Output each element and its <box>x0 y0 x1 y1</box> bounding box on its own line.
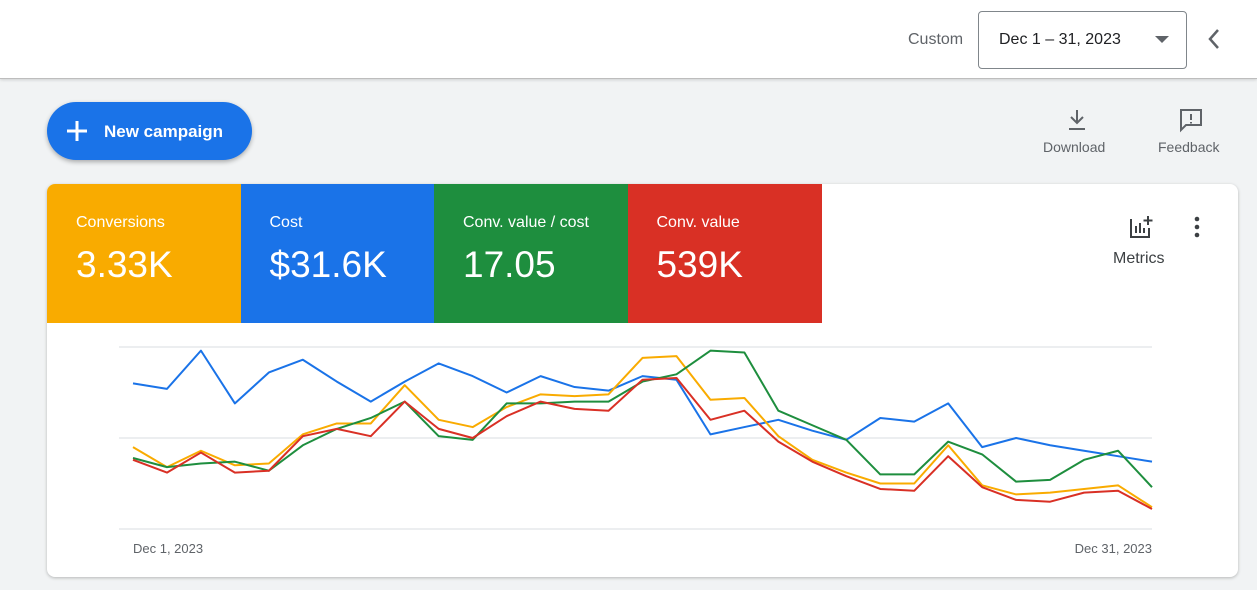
performance-card: Metrics Dec 1, 2023 Dec 31, 2023 Conversi… <box>47 184 1238 577</box>
scorecard-label: Cost <box>269 214 303 231</box>
plus-icon <box>67 121 87 141</box>
series-line <box>132 349 1153 488</box>
dropdown-icon <box>1155 36 1169 43</box>
scorecard-value: 17.05 <box>463 244 556 285</box>
collapse-icon[interactable] <box>1207 28 1221 50</box>
scorecard-label: Conv. value <box>656 214 740 231</box>
scorecard[interactable]: Cost $31.6K <box>240 184 435 323</box>
metrics-label[interactable]: Metrics <box>1113 250 1165 267</box>
series-line <box>132 355 1153 509</box>
metrics-icon[interactable] <box>1128 214 1156 240</box>
more-icon[interactable] <box>1194 216 1200 238</box>
download-icon <box>1069 110 1085 130</box>
scorecard-label: Conv. value / cost <box>463 214 589 231</box>
x-tick-label: Dec 31, 2023 <box>1075 541 1152 556</box>
header: Custom Dec 1 – 31, 2023 <box>0 0 1257 79</box>
series-line <box>132 376 1153 510</box>
scorecard-value: 539K <box>656 244 743 285</box>
scorecard[interactable]: Conv. value 539K <box>627 184 822 323</box>
scorecard-label: Conversions <box>76 214 165 231</box>
chart: Dec 1, 2023 Dec 31, 2023 <box>119 346 1153 556</box>
download-button[interactable]: Download <box>1040 106 1114 158</box>
date-range: Dec 1 – 31, 2023 <box>999 31 1121 48</box>
x-tick-label: Dec 1, 2023 <box>133 541 203 556</box>
new-campaign-button[interactable]: New campaign <box>47 102 252 160</box>
scorecard-value: $31.6K <box>269 244 387 285</box>
scorecard[interactable]: Conv. value / cost 17.05 <box>434 184 628 323</box>
scorecard-value: 3.33K <box>76 244 173 285</box>
feedback-icon <box>1180 109 1202 133</box>
date-picker[interactable]: Dec 1 – 31, 2023 <box>978 11 1187 69</box>
download-label: Download <box>1043 139 1106 155</box>
feedback-button[interactable]: Feedback <box>1155 106 1227 158</box>
feedback-label: Feedback <box>1158 139 1220 155</box>
range-label: Custom <box>908 31 964 48</box>
series-line <box>132 349 1153 463</box>
scorecard[interactable]: Conversions 3.33K <box>47 184 241 323</box>
button-label: New campaign <box>104 122 224 141</box>
